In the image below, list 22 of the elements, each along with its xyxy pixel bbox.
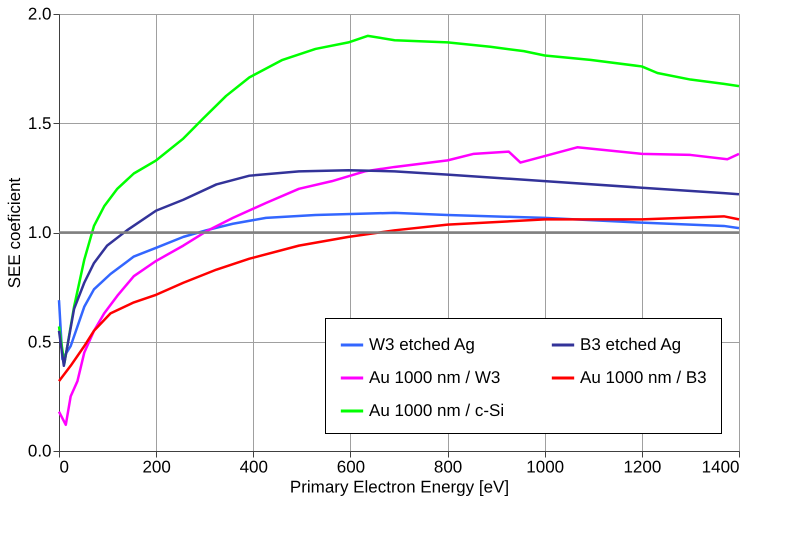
y-tick-label: 1.0 <box>28 223 52 242</box>
line-series <box>58 168 740 368</box>
legend-label: Au 1000 nm / c-Si <box>369 401 504 420</box>
x-tick-label: 600 <box>336 458 366 476</box>
legend-label: Au 1000 nm / W3 <box>369 368 500 387</box>
x-tick-label: 0 <box>60 458 69 476</box>
x-axis-title: Primary Electron Energy [eV] <box>290 478 510 496</box>
y-tick-label: 0.0 <box>28 442 52 460</box>
x-tick-label: 800 <box>434 458 462 476</box>
legend-label: Au 1000 nm / B3 <box>580 368 707 387</box>
y-tick-label: 1.5 <box>28 114 52 133</box>
x-tick-label: 1400 <box>702 458 740 476</box>
legend-label: B3 etched Ag <box>580 335 682 354</box>
x-tick-label: 1000 <box>526 458 564 476</box>
x-tick-label: 200 <box>142 458 171 476</box>
x-tick-label: 400 <box>240 458 268 476</box>
legend-label: W3 etched Ag <box>369 335 475 354</box>
x-tick-label: 1200 <box>623 458 662 476</box>
y-tick-label: 2.0 <box>28 4 52 24</box>
y-axis-title: SEE coeficient <box>4 177 24 288</box>
line-series <box>58 146 740 426</box>
y-tick-label: 0.5 <box>28 332 52 352</box>
